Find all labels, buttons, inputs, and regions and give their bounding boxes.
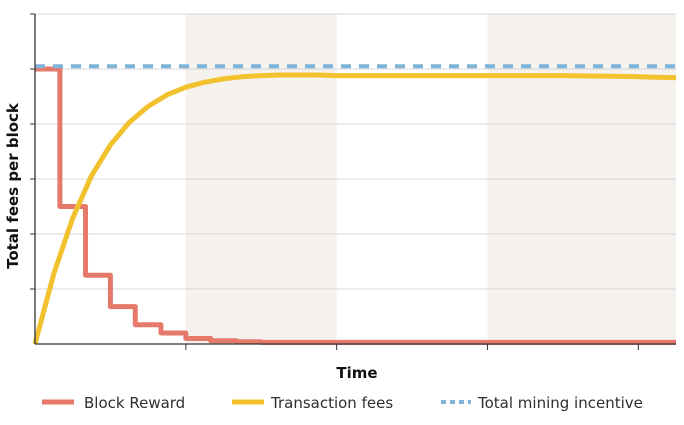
legend-block-reward-label: Block Reward <box>84 394 185 412</box>
series-1-line <box>32 72 677 345</box>
series-layer <box>32 64 677 345</box>
legend-transaction-fees-label: Transaction fees <box>270 394 393 412</box>
y-axis-title: Total fees per block <box>4 102 22 269</box>
series-0-line <box>35 66 676 345</box>
legend: Block Reward Transaction fees Total mini… <box>42 394 643 412</box>
legend-total-mining-incentive-label: Total mining incentive <box>477 394 643 412</box>
axis-layer <box>30 13 676 350</box>
grid-lines <box>35 13 676 290</box>
x-axis-title: Time <box>336 364 377 382</box>
